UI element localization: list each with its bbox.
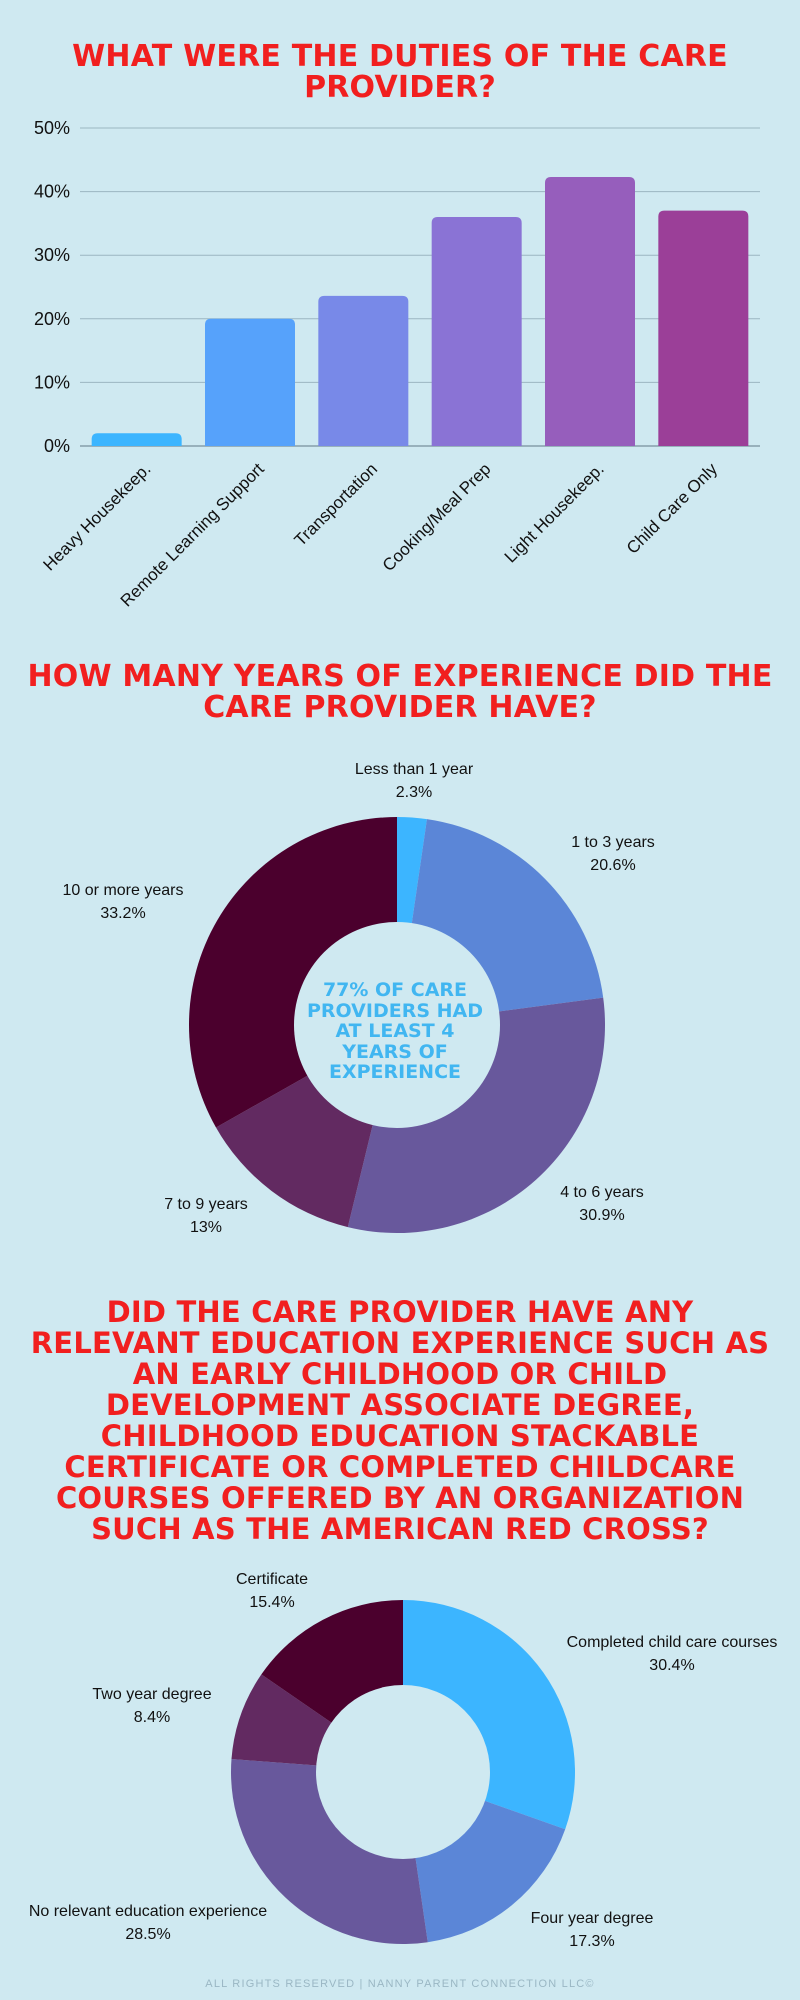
label-value: 30.9% <box>579 1207 625 1225</box>
label-title: 10 or more years <box>62 882 184 899</box>
bar-heavy-housekeep <box>91 433 182 446</box>
bar-light-housekeep <box>545 176 635 447</box>
footer-copyright: ALL RIGHTS RESERVED | NANNY PARENT CONNE… <box>205 1978 595 1990</box>
pie-label-10-or-more-years: 10 or more years 33.2% <box>63 879 184 925</box>
experience-donut-chart <box>188 817 606 1233</box>
label-value: 30.4% <box>649 1657 695 1675</box>
pie-label-less-than-1-year: Less than 1 year 2.3% <box>355 758 473 804</box>
y-tick-label: 50% <box>34 118 70 138</box>
pie-label-certificate: Certificate 15.4% <box>236 1568 308 1614</box>
y-tick-label: 20% <box>34 309 70 329</box>
duties-title: WHAT WERE THE DUTIES OF THE CARE PROVIDE… <box>72 39 728 105</box>
duties-section: WHAT WERE THE DUTIES OF THE CARE PROVIDE… <box>0 0 800 640</box>
label-title: Two year degree <box>92 1686 212 1703</box>
pie-label-four-year-degree: Four year degree 17.3% <box>531 1907 654 1953</box>
pie-label-completed-child-care-courses: Completed child care courses 30.4% <box>567 1631 778 1677</box>
label-value: 20.6% <box>590 857 636 875</box>
label-title: 4 to 6 years <box>560 1184 644 1201</box>
label-value: 15.4% <box>249 1594 295 1612</box>
pie-label-no-relevant-education-experience: No relevant education experience 28.5% <box>29 1900 267 1946</box>
pie-label-4-to-6-years: 4 to 6 years 30.9% <box>560 1181 644 1227</box>
label-value: 17.3% <box>569 1933 615 1951</box>
label-title: 7 to 9 years <box>164 1196 248 1213</box>
y-tick-label: 0% <box>44 436 70 456</box>
label-value: 2.3% <box>395 784 433 802</box>
bar-remote-learning-support <box>205 318 295 446</box>
label-title: Certificate <box>235 1571 309 1588</box>
label-title: Completed child care courses <box>566 1634 778 1651</box>
y-tick-label: 10% <box>34 372 70 392</box>
experience-title: HOW MANY YEARS OF EXPERIENCE DID THE CAR… <box>27 659 773 725</box>
label-title: Four year degree <box>530 1910 654 1927</box>
bar-child-care-only <box>658 210 749 446</box>
y-tick-label: 40% <box>34 182 70 202</box>
pie-label-1-to-3-years: 1 to 3 years 20.6% <box>571 831 655 877</box>
label-value: 13% <box>189 1219 223 1237</box>
bar-cooking-meal-prep <box>431 217 522 446</box>
pie-label-two-year-degree: Two year degree 8.4% <box>92 1683 211 1729</box>
label-value: 8.4% <box>133 1709 171 1727</box>
label-title: Less than 1 year <box>354 761 474 778</box>
label-title: 1 to 3 years <box>571 834 655 851</box>
education-title: DID THE CARE PROVIDER HAVE ANY RELEVANT … <box>30 1295 770 1547</box>
experience-center-note: 77% OF CARE PROVIDERS HAD AT LEAST 4 YEA… <box>306 979 484 1084</box>
y-tick-label: 30% <box>34 245 70 265</box>
label-title: No relevant education experience <box>28 1903 268 1920</box>
experience-section: HOW MANY YEARS OF EXPERIENCE DID THE CAR… <box>27 659 773 1239</box>
education-donut-hole <box>316 1685 490 1859</box>
experience-donut-hole <box>294 922 500 1128</box>
bar-transportation <box>318 295 409 446</box>
label-value: 28.5% <box>125 1926 171 1944</box>
label-value: 33.2% <box>100 905 146 923</box>
pie-label-7-to-9-years: 7 to 9 years 13% <box>164 1193 248 1239</box>
duties-bar-chart: 0%10%20%30%40%50%Heavy Housekeep.Remote … <box>34 118 760 610</box>
